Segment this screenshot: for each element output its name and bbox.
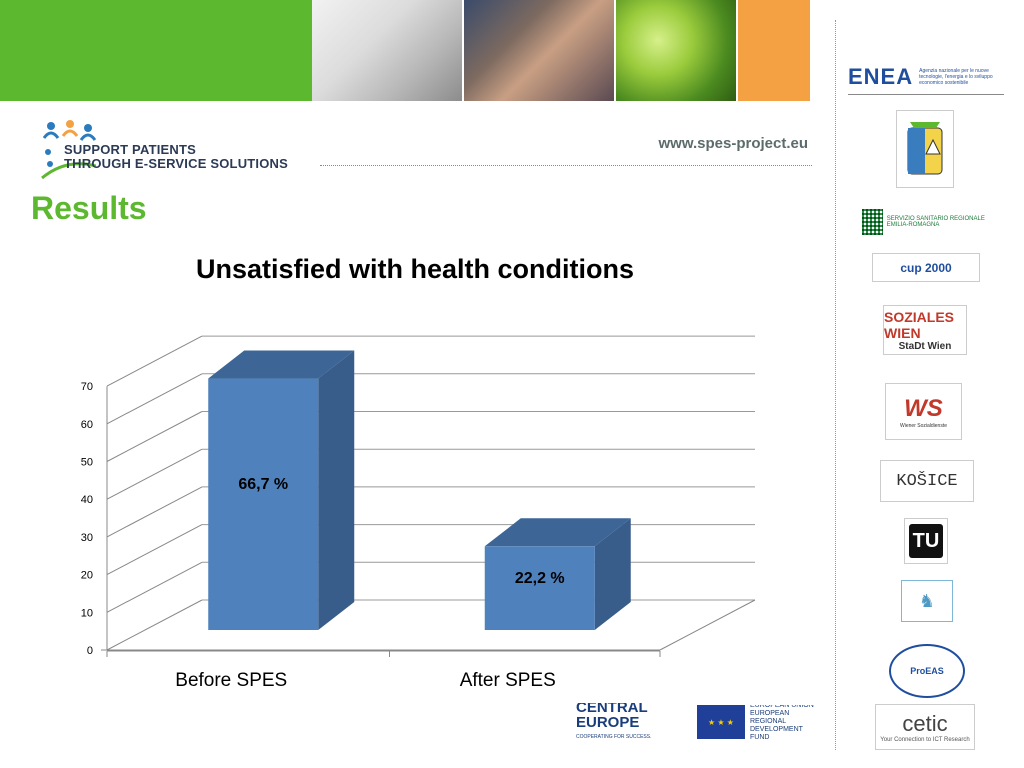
x-category-label: After SPES [460, 670, 556, 691]
gridline-side [106, 599, 203, 651]
ws-logo-subtitle: Wiener Sozialdienste [900, 422, 947, 429]
central-europe-subtitle: COOPERATING FOR SUCCESS. [576, 733, 652, 740]
kosice-logo: KOŠICE [880, 460, 974, 502]
gridline-side [106, 524, 203, 576]
gridline-side [106, 561, 203, 613]
page-title: Results [31, 190, 147, 226]
bar-side-face [318, 350, 355, 630]
chart-title: Unsatisfied with health conditions [195, 254, 635, 284]
bar [208, 350, 355, 630]
central-europe-text: CENTRAL EUROPE [576, 703, 648, 731]
bar-chart: 0 10 20 30 40 50 60 70 66,7 % Before SPES 22,2 % A… [81, 335, 756, 691]
spes-people-icon [41, 120, 97, 180]
data-label: 22,2 % [515, 570, 565, 587]
floor-right-edge [659, 599, 756, 651]
ssr-emilia-romagna-logo: SERVIZIO SANITARIO REGIONALE EMILIA-ROMA… [862, 206, 992, 238]
central-europe-logo: CENTRAL EUROPE COOPERATING FOR SUCCESS. [576, 703, 686, 741]
cup2000-logo: cup 2000 [872, 253, 980, 282]
header-green-block [0, 0, 312, 101]
ws-logo-text: WS [904, 394, 943, 422]
bar-side-face [594, 518, 631, 630]
enea-tagline: Agenzia nazionale per le nuove tecnologi… [919, 68, 993, 86]
province-crest-logo [896, 110, 954, 188]
ssr-logo-text: SERVIZIO SANITARIO REGIONALE EMILIA-ROMA… [886, 216, 985, 228]
project-url-link[interactable]: www.spes-project.eu [658, 135, 808, 152]
doctor-laptop-photo [312, 0, 462, 101]
bar-top-face [208, 350, 355, 379]
bar [484, 518, 631, 630]
x-category-label: Before SPES [175, 670, 287, 691]
enea-logo-text: ENEA [848, 64, 914, 89]
spes-logo [36, 118, 306, 188]
brand-line-2: THROUGH E-SERVICE SOLUTIONS [64, 156, 289, 171]
gridline-side [106, 411, 203, 462]
bar-top-face [484, 518, 631, 547]
y-tick-label: 70 [81, 381, 93, 393]
y-tick-label: 30 [81, 532, 93, 544]
eu-fund-text: EUROPEAN UNION EUROPEAN REGIONAL DEVELOP… [750, 705, 820, 739]
gridline-side [106, 373, 203, 425]
holding-hands-photo [464, 0, 614, 101]
crest-icon [907, 122, 943, 175]
tu-logo: TU [904, 518, 948, 564]
ssr-grid-icon [862, 209, 883, 235]
y-tick-label: 60 [81, 419, 93, 431]
y-tick-label: 50 [81, 457, 93, 469]
gridline-side [106, 448, 203, 500]
y-tick-label: 10 [81, 607, 93, 619]
wiener-sozialdienste-logo: WS Wiener Sozialdienste [885, 383, 962, 440]
header-orange-block [738, 0, 810, 101]
header-divider [320, 165, 812, 166]
tu-icon: TU [909, 524, 943, 558]
cup2000-logo-text: cup 2000 [900, 260, 952, 275]
y-tick-label: 0 [87, 645, 93, 657]
brand-line-1: SUPPORT PATIENTS [64, 142, 197, 157]
sidebar-divider [835, 20, 836, 750]
enea-logo: ENEA Agenzia nazionale per le nuove tecn… [848, 60, 1004, 95]
bar-front-face [484, 546, 595, 630]
data-label: 66,7 % [238, 476, 288, 493]
proeas-logo: ProEAS [889, 644, 965, 698]
soziales-wien-text: SOZIALES WIEN [884, 308, 955, 341]
eu-flag-icon: ★ ★ ★ [697, 705, 745, 739]
cetic-logo-text: cetic [902, 711, 948, 736]
stadt-wien-text: StaDt Wien [898, 340, 952, 352]
green-leaves-photo [616, 0, 736, 101]
kosice-logo-text: KOŠICE [896, 471, 958, 491]
proeas-logo-text: ProEAS [910, 666, 944, 676]
gridline-side [106, 335, 203, 387]
cetic-logo-subtitle: Your Connection to ICT Research [880, 737, 970, 743]
lion-emblem-icon: ♞ [918, 590, 936, 611]
cetic-logo: cetic Your Connection to ICT Research [875, 704, 975, 750]
soziales-wien-logo: SOZIALES WIEN StaDt Wien [883, 305, 967, 355]
y-tick-label: 40 [81, 494, 93, 506]
y-tick-label: 20 [81, 570, 93, 582]
university-logo: ♞ [901, 580, 953, 622]
gridline-side [106, 486, 203, 538]
bar-front-face [208, 378, 319, 630]
